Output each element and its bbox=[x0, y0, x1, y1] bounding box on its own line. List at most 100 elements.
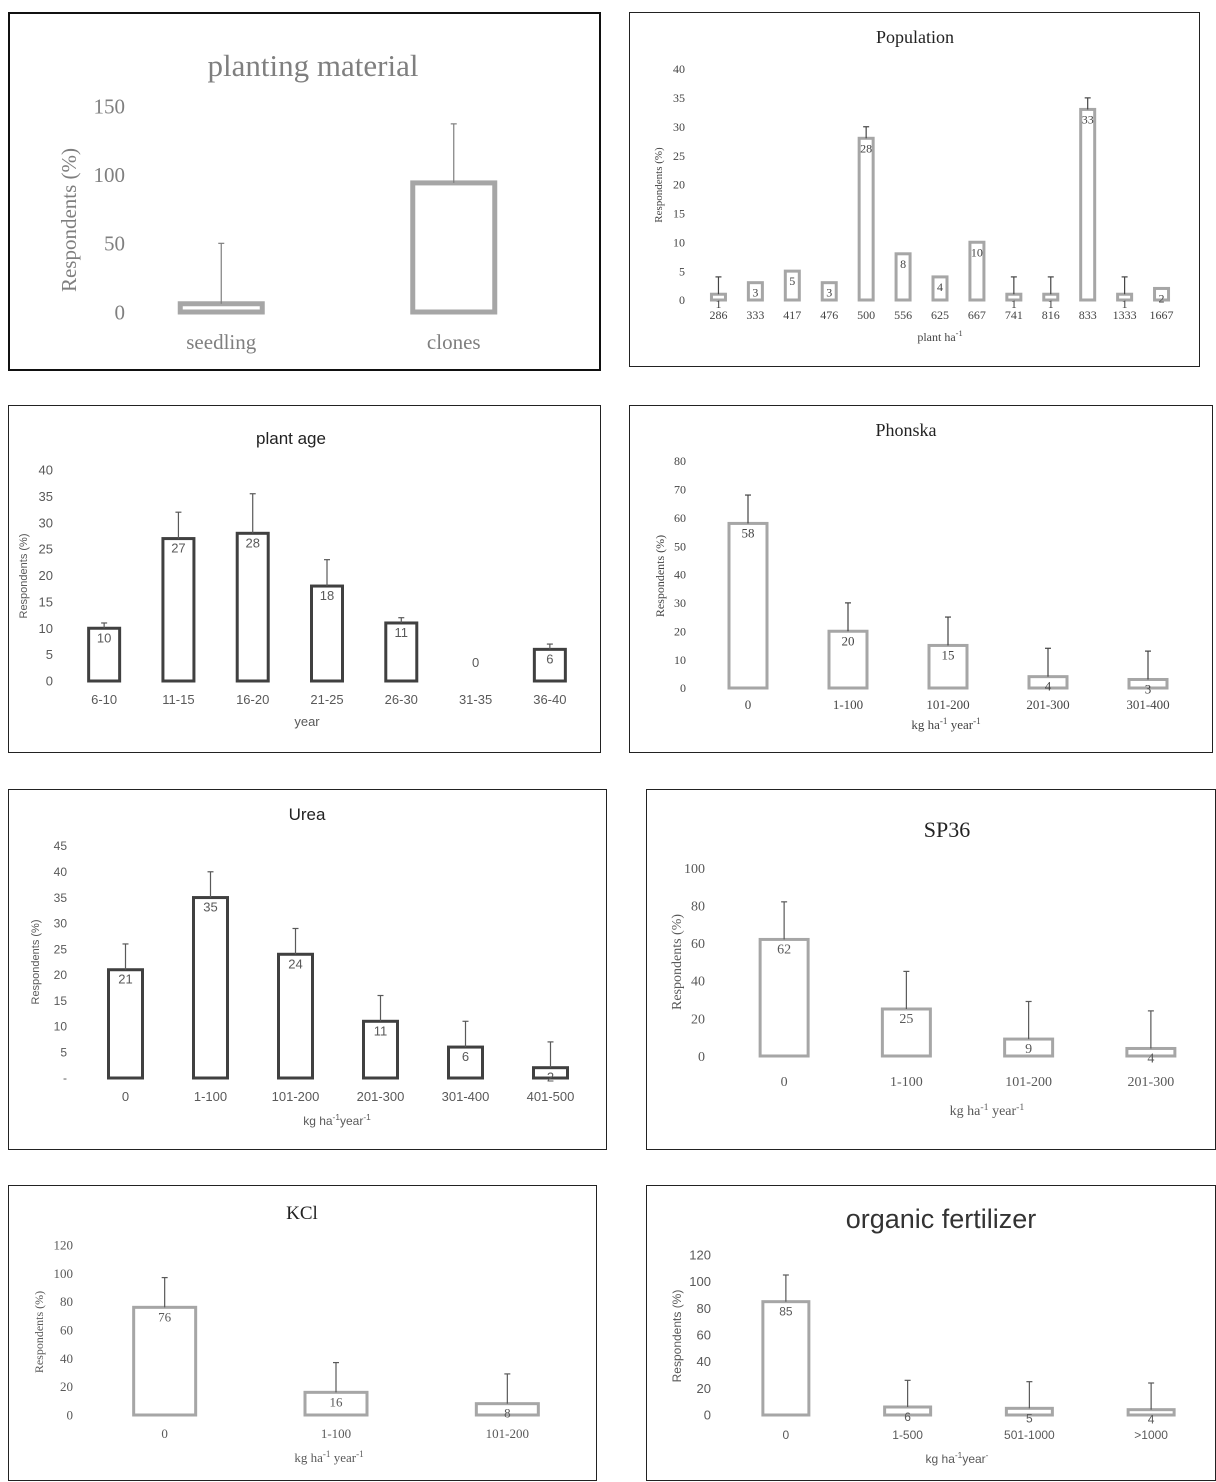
data-label: 1 bbox=[1011, 297, 1017, 311]
y-tick-label: 40 bbox=[54, 865, 68, 879]
x-tick-label: 6-10 bbox=[91, 692, 117, 707]
data-label: 15 bbox=[942, 647, 955, 662]
data-label: 3 bbox=[826, 286, 832, 300]
y-axis-title: Respondents (%) bbox=[57, 148, 81, 292]
bar bbox=[1027, 675, 1069, 690]
y-tick-label: 20 bbox=[60, 1379, 73, 1394]
chart-panel-planting-material: planting material 0 50 100 150 Respondents (%… bbox=[8, 12, 601, 371]
x-axis-title: plant ha-1 bbox=[917, 329, 962, 344]
data-label: 4 bbox=[1147, 1051, 1154, 1066]
chart-title: planting material bbox=[208, 48, 419, 83]
y-tick-label: 70 bbox=[674, 483, 686, 497]
x-tick-label: 401-500 bbox=[527, 1089, 575, 1104]
chart-panel-plant-age: plant age 0 5 10 15 20 25 30 35 40 Respondents (%)… bbox=[8, 405, 601, 753]
chart-panel-sp36: SP36 0 20 40 60 80 100 Respondents (%) 62 0 25 1-10… bbox=[646, 789, 1216, 1150]
data-label: 11 bbox=[395, 625, 409, 640]
bar bbox=[132, 1305, 198, 1417]
y-tick-label: 40 bbox=[674, 568, 686, 582]
chart-panel-organic-fertilizer: organic fertilizer 0 20 40 60 80 100 120 Respond… bbox=[646, 1185, 1216, 1481]
data-label: 24 bbox=[288, 956, 302, 971]
x-tick-label: 301-400 bbox=[442, 1089, 490, 1104]
chart-title: Urea bbox=[289, 805, 326, 824]
data-label: 8 bbox=[900, 257, 906, 271]
y-tick-label: 0 bbox=[679, 293, 685, 307]
data-label: 9 bbox=[1025, 1042, 1032, 1057]
x-tick-label: 301-400 bbox=[1126, 697, 1169, 712]
chart-title: organic fertilizer bbox=[846, 1204, 1037, 1234]
bar bbox=[820, 281, 838, 302]
y-axis-title: Respondents (%) bbox=[653, 147, 665, 223]
bar bbox=[161, 537, 196, 683]
data-label: 1 bbox=[715, 297, 721, 311]
bar bbox=[177, 301, 265, 315]
x-axis-title: kg ha-1 year-1 bbox=[911, 716, 980, 732]
data-label: 4 bbox=[1148, 1413, 1155, 1427]
y-tick-label: 40 bbox=[691, 975, 705, 990]
data-label: 33 bbox=[1082, 112, 1094, 126]
x-tick-label: 1-100 bbox=[321, 1426, 351, 1441]
x-tick-label: 31-35 bbox=[459, 692, 492, 707]
chart-title: plant age bbox=[256, 429, 326, 448]
y-tick-label: 100 bbox=[54, 1266, 74, 1281]
x-tick-label: 476 bbox=[820, 308, 838, 322]
x-tick-label: 1-100 bbox=[890, 1075, 923, 1090]
x-tick-label: 101-200 bbox=[486, 1426, 529, 1441]
x-tick-label: 16-20 bbox=[236, 692, 269, 707]
x-tick-label: 101-200 bbox=[272, 1089, 320, 1104]
x-tick-label: 1667 bbox=[1150, 308, 1174, 322]
data-label: 6 bbox=[546, 651, 553, 666]
y-tick-label: 25 bbox=[39, 542, 53, 557]
y-tick-label: 20 bbox=[39, 568, 53, 583]
data-label: 18 bbox=[320, 588, 334, 603]
x-axis-title: kg ha-1year-1 bbox=[303, 1112, 371, 1128]
y-tick-label: 80 bbox=[691, 900, 705, 915]
x-tick-label: 1-500 bbox=[892, 1428, 923, 1442]
bar bbox=[303, 1390, 369, 1417]
y-tick-label: 15 bbox=[39, 594, 53, 609]
chart-sp36: SP36 0 20 40 60 80 100 Respondents (%) 62 0 25 1-10… bbox=[670, 817, 1177, 1119]
y-tick-label: 30 bbox=[54, 917, 68, 931]
y-tick-label: 0 bbox=[67, 1408, 74, 1423]
bar bbox=[783, 269, 801, 302]
y-tick-label: 15 bbox=[54, 994, 68, 1008]
x-tick-label: 0 bbox=[783, 1428, 790, 1442]
data-label: 58 bbox=[742, 525, 755, 540]
bar bbox=[235, 531, 270, 683]
chart-plant-age: plant age 0 5 10 15 20 25 30 35 40 Respondents (%)… bbox=[18, 429, 567, 729]
data-label: 3 bbox=[1145, 681, 1152, 696]
data-label: 0 bbox=[472, 655, 479, 670]
chart-title: Phonska bbox=[875, 420, 936, 440]
y-tick-label: 100 bbox=[684, 862, 705, 877]
bar bbox=[727, 521, 769, 690]
y-tick-label: 35 bbox=[39, 489, 53, 504]
y-tick-label: 60 bbox=[674, 511, 686, 525]
x-tick-label: 333 bbox=[746, 308, 764, 322]
y-tick-label: 0 bbox=[115, 300, 126, 324]
x-tick-label: 1333 bbox=[1113, 308, 1137, 322]
data-label: 28 bbox=[245, 535, 259, 550]
chart-planting-material: planting material 0 50 100 150 Respondents (%… bbox=[57, 48, 498, 354]
data-label: 5 bbox=[1026, 1411, 1033, 1425]
x-tick-label: 1-100 bbox=[194, 1089, 227, 1104]
y-tick-label: 40 bbox=[673, 62, 685, 76]
bar bbox=[894, 252, 912, 302]
data-label: 11 bbox=[374, 1023, 388, 1038]
y-axis-title: Respondents (%) bbox=[670, 1290, 684, 1383]
y-tick-label: 80 bbox=[674, 454, 686, 468]
y-tick-label: 5 bbox=[46, 647, 53, 662]
x-tick-label: >1000 bbox=[1134, 1428, 1168, 1442]
chart-panel-population: Population 0 5 10 15 20 25 30 35 40 Respondents (%… bbox=[629, 12, 1200, 367]
bar bbox=[968, 240, 986, 302]
y-tick-label: 5 bbox=[60, 1045, 67, 1059]
y-axis-title: Respondents (%) bbox=[653, 535, 667, 617]
x-tick-label: 816 bbox=[1042, 308, 1060, 322]
y-tick-label: 60 bbox=[691, 937, 705, 952]
x-axis-title: kg ha-1year- bbox=[926, 1450, 989, 1466]
chart-title: Population bbox=[876, 27, 954, 47]
x-tick-label: 26-30 bbox=[385, 692, 418, 707]
y-tick-label: 30 bbox=[39, 515, 53, 530]
y-tick-label: 0 bbox=[680, 681, 686, 695]
x-tick-label: 833 bbox=[1079, 308, 1097, 322]
